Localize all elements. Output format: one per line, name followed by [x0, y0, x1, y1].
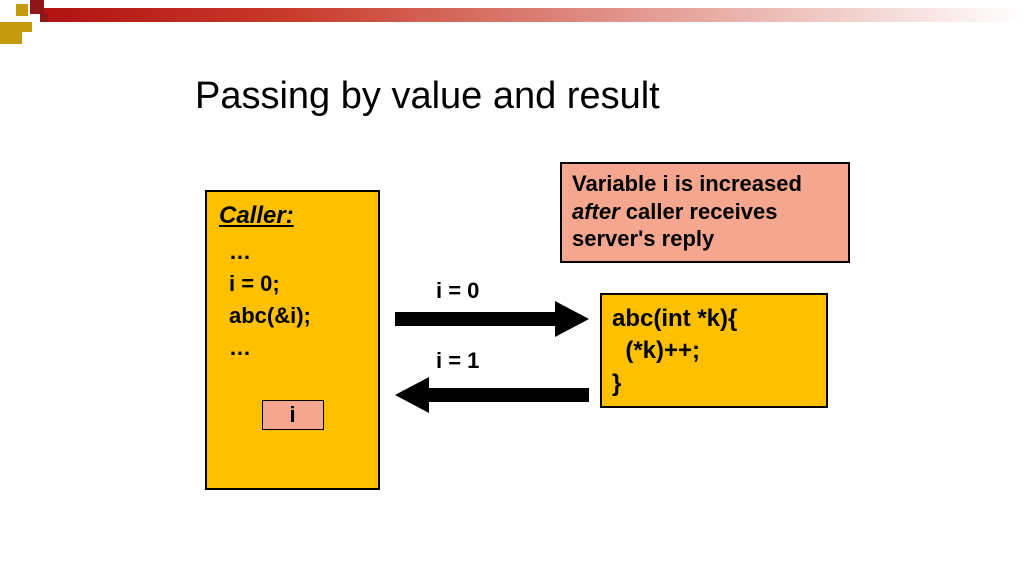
note-line2-rest: caller receives — [620, 199, 778, 224]
gradient-bar — [40, 8, 1024, 22]
arrow-forward-head-icon — [555, 301, 589, 337]
decor-square — [40, 14, 48, 22]
note-line1: Variable i is increased — [572, 170, 838, 198]
note-after-word: after — [572, 199, 620, 224]
note-line3: server's reply — [572, 225, 838, 253]
arrow-forward-label: i = 0 — [436, 278, 479, 304]
page-title: Passing by value and result — [195, 75, 660, 118]
variable-i-box: i — [262, 400, 324, 430]
decor-square — [0, 22, 22, 44]
arrow-forward-shaft — [395, 312, 555, 326]
note-box: Variable i is increased after caller rec… — [560, 162, 850, 263]
caller-code: … i = 0; abc(&i); … — [219, 236, 366, 364]
caller-box: Caller: … i = 0; abc(&i); … i — [205, 190, 380, 490]
arrow-back-shaft — [429, 388, 589, 402]
decor-square — [16, 4, 28, 16]
server-box: abc(int *k){ (*k)++; } — [600, 293, 828, 408]
header-decoration — [0, 0, 1024, 40]
arrow-back-label: i = 1 — [436, 348, 479, 374]
arrow-back-head-icon — [395, 377, 429, 413]
caller-heading: Caller: — [219, 202, 366, 230]
decor-square — [30, 0, 44, 14]
decor-square — [22, 22, 32, 32]
note-line2: after caller receives — [572, 198, 838, 226]
